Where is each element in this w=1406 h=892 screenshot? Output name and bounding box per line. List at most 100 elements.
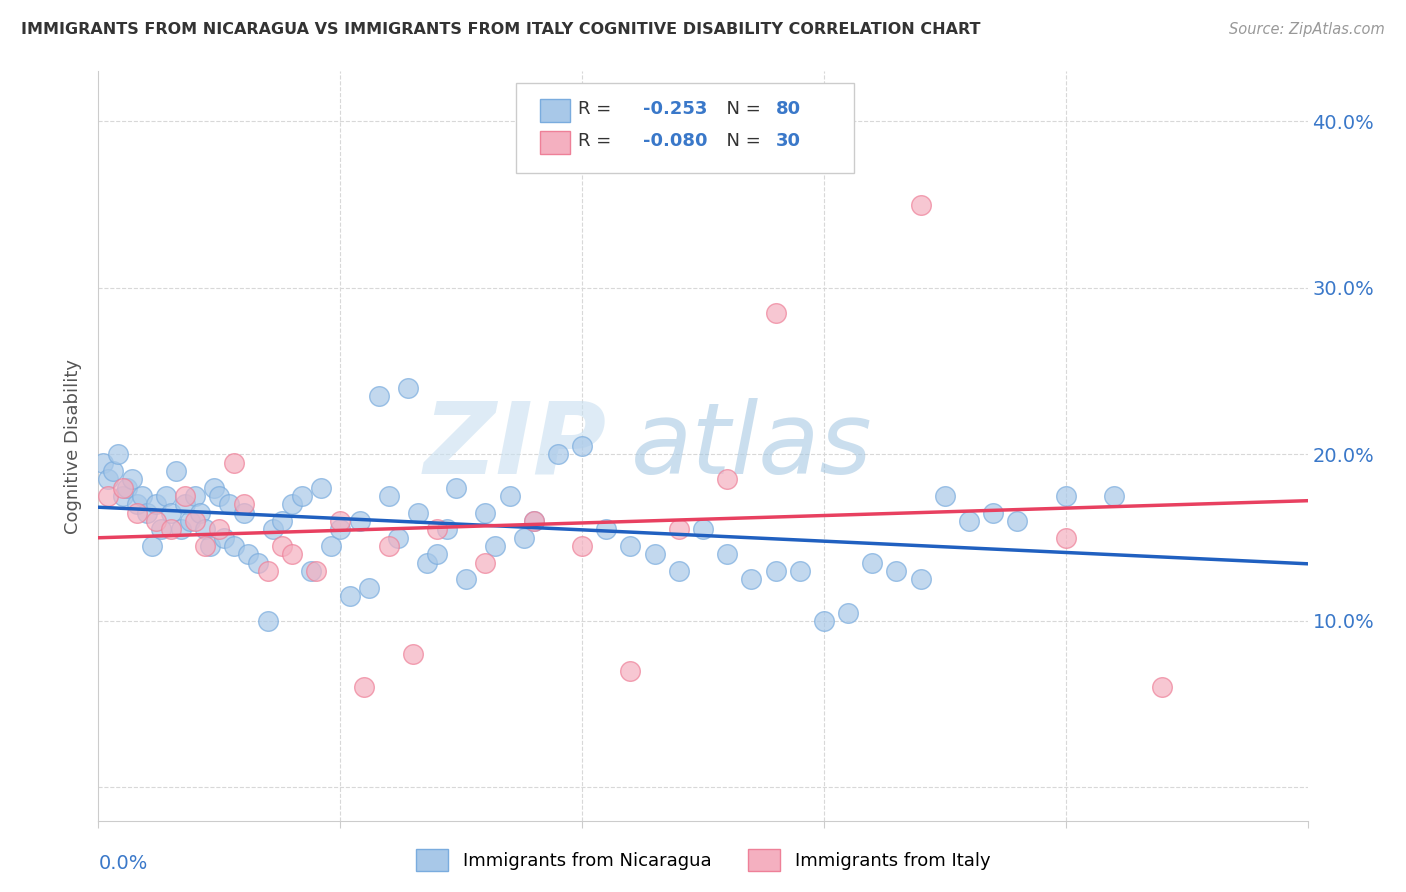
Point [160, 506, 183, 520]
Point [377, 539, 399, 553]
Text: Source: ZipAtlas.com: Source: ZipAtlas.com [1229, 22, 1385, 37]
Text: ZIP: ZIP [423, 398, 606, 494]
Point [107, 447, 129, 461]
Point [813, 614, 835, 628]
Point [368, 389, 391, 403]
Point [222, 539, 245, 553]
Point [319, 539, 342, 553]
Point [329, 514, 352, 528]
Text: atlas: atlas [630, 398, 872, 494]
Point [184, 514, 207, 528]
Point [117, 481, 139, 495]
Text: -0.080: -0.080 [643, 132, 707, 150]
Point [232, 506, 254, 520]
Point [262, 522, 284, 536]
Point [281, 547, 304, 561]
Legend: Immigrants from Nicaragua, Immigrants from Italy: Immigrants from Nicaragua, Immigrants fr… [409, 842, 997, 879]
Point [271, 514, 294, 528]
Point [174, 497, 197, 511]
Point [97, 489, 120, 503]
Point [1152, 681, 1174, 695]
Point [256, 614, 278, 628]
Point [765, 564, 787, 578]
Point [121, 472, 143, 486]
Point [238, 547, 260, 561]
Point [402, 647, 425, 661]
Point [716, 472, 738, 486]
Point [339, 589, 361, 603]
Point [349, 514, 371, 528]
Point [1007, 514, 1029, 528]
Point [222, 456, 245, 470]
Text: -0.253: -0.253 [643, 100, 707, 118]
Point [474, 556, 496, 570]
Point [208, 522, 231, 536]
Point [165, 464, 187, 478]
Point [474, 506, 496, 520]
Point [150, 522, 173, 536]
Point [668, 522, 690, 536]
Point [359, 581, 381, 595]
Point [934, 489, 956, 503]
Point [299, 564, 322, 578]
Point [208, 489, 231, 503]
Point [406, 506, 429, 520]
Point [765, 306, 787, 320]
Point [571, 539, 593, 553]
Point [174, 489, 197, 503]
Point [127, 506, 149, 520]
Text: 0.0%: 0.0% [98, 855, 148, 873]
Point [145, 497, 167, 511]
Point [111, 481, 134, 495]
Point [837, 606, 859, 620]
FancyBboxPatch shape [516, 83, 855, 172]
Point [204, 481, 226, 495]
Point [644, 547, 666, 561]
Point [571, 439, 593, 453]
Text: IMMIGRANTS FROM NICARAGUA VS IMMIGRANTS FROM ITALY COGNITIVE DISABILITY CORRELAT: IMMIGRANTS FROM NICARAGUA VS IMMIGRANTS … [21, 22, 980, 37]
Point [716, 547, 738, 561]
Point [619, 539, 641, 553]
Point [194, 522, 217, 536]
Point [692, 522, 714, 536]
Point [396, 381, 419, 395]
Point [305, 564, 328, 578]
Point [426, 522, 449, 536]
Text: N =: N = [716, 132, 766, 150]
Point [436, 522, 458, 536]
Point [155, 489, 177, 503]
Text: R =: R = [578, 100, 617, 118]
Point [886, 564, 908, 578]
Point [387, 531, 409, 545]
Point [416, 556, 439, 570]
Point [169, 522, 191, 536]
Point [377, 489, 399, 503]
Point [353, 681, 375, 695]
Point [910, 572, 932, 586]
Point [547, 447, 569, 461]
Point [184, 489, 207, 503]
Point [194, 539, 217, 553]
Point [523, 514, 546, 528]
Point [484, 539, 506, 553]
Point [256, 564, 278, 578]
Point [789, 564, 811, 578]
Point [668, 564, 690, 578]
Point [309, 481, 332, 495]
Point [198, 539, 221, 553]
Point [97, 472, 120, 486]
FancyBboxPatch shape [540, 99, 569, 121]
Point [281, 497, 304, 511]
Point [910, 197, 932, 211]
Point [111, 489, 134, 503]
Point [271, 539, 294, 553]
Point [145, 514, 167, 528]
Point [454, 572, 477, 586]
Point [141, 539, 163, 553]
FancyBboxPatch shape [540, 131, 569, 153]
Text: 80: 80 [776, 100, 800, 118]
Point [329, 522, 352, 536]
Point [523, 514, 546, 528]
Point [232, 497, 254, 511]
Point [160, 522, 183, 536]
